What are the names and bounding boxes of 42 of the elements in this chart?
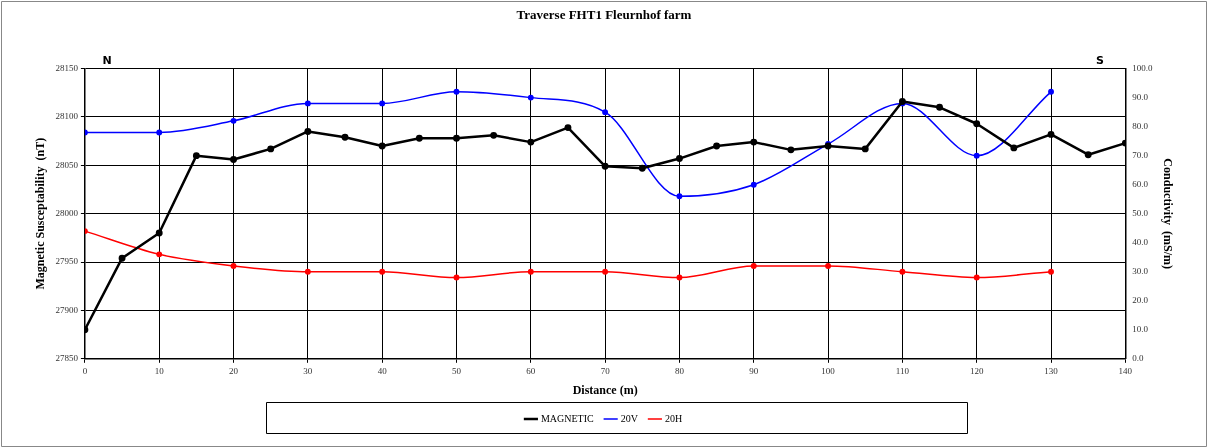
x-tick-label: 10: [154, 365, 165, 376]
text: N: [102, 53, 112, 67]
y2-tick-label: 90.0: [1132, 91, 1149, 102]
x-tick-label: 30: [303, 365, 313, 376]
y2-tick-label: 40.0: [1132, 237, 1149, 248]
y2-tick-label: 100.0: [1132, 62, 1154, 73]
x-tick-label: 90: [749, 365, 759, 376]
x-tick-label: 70: [600, 365, 611, 376]
y-tick-label: 28100: [55, 111, 79, 122]
legend-label: 20H: [664, 412, 683, 424]
legend-label: 20V: [620, 412, 639, 424]
y2-tick-label: 30.0: [1132, 266, 1149, 277]
y-tick-label: 27900: [55, 304, 79, 315]
y2-tick-label: 50.0: [1132, 208, 1149, 219]
chart-title: Traverse FHT1 Fleurnhof farm: [516, 7, 692, 23]
y2-axis-title: Conductivity (mS/m): [1160, 158, 1175, 270]
y2-tick-label: 10.0: [1132, 324, 1149, 335]
x-tick-label: 130: [1044, 365, 1059, 376]
text: S: [1096, 53, 1105, 67]
x-tick-label: 110: [895, 365, 910, 376]
y2-tick-label: 80.0: [1132, 121, 1149, 131]
x-tick-label: 60: [526, 365, 536, 376]
x-tick-label: 20: [229, 365, 239, 376]
x-tick-label: 0: [82, 365, 88, 376]
x-tick-label: 40: [377, 365, 388, 376]
y-axis-title: Magnetic Susceptability (nT): [33, 137, 48, 290]
y-tick-label: 28150: [55, 62, 79, 73]
x-axis-title: Distance (m): [572, 382, 638, 397]
y-tick-label: 27950: [55, 256, 79, 267]
x-tick-label: 120: [969, 365, 984, 376]
y2-tick-label: 20.0: [1132, 295, 1149, 306]
x-tick-label: 50: [451, 365, 462, 376]
x-tick-label: 140: [1118, 365, 1133, 376]
legend-label: MAGNETIC: [540, 412, 594, 424]
x-tick-label: 100: [821, 365, 836, 376]
y-tick-label: 28050: [55, 159, 79, 170]
y-tick-label: 28000: [55, 208, 79, 219]
y2-tick-label: 0.0: [1132, 353, 1145, 364]
y2-tick-label: 60.0: [1132, 179, 1149, 190]
x-tick-label: 80: [674, 365, 685, 376]
y-tick-label: 27850: [55, 353, 79, 364]
y2-tick-label: 70.0: [1132, 150, 1149, 161]
